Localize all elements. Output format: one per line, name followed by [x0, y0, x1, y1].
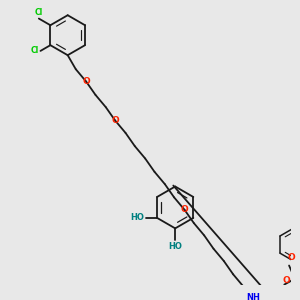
- Text: O: O: [181, 205, 188, 214]
- Text: O: O: [111, 116, 119, 125]
- Text: HO: HO: [168, 242, 182, 251]
- Text: HO: HO: [130, 213, 144, 222]
- Text: NH: NH: [246, 293, 260, 300]
- Text: O: O: [82, 77, 90, 86]
- Text: Cl: Cl: [30, 46, 39, 56]
- Text: O: O: [282, 277, 290, 286]
- Text: Cl: Cl: [35, 8, 43, 17]
- Text: O: O: [287, 253, 295, 262]
